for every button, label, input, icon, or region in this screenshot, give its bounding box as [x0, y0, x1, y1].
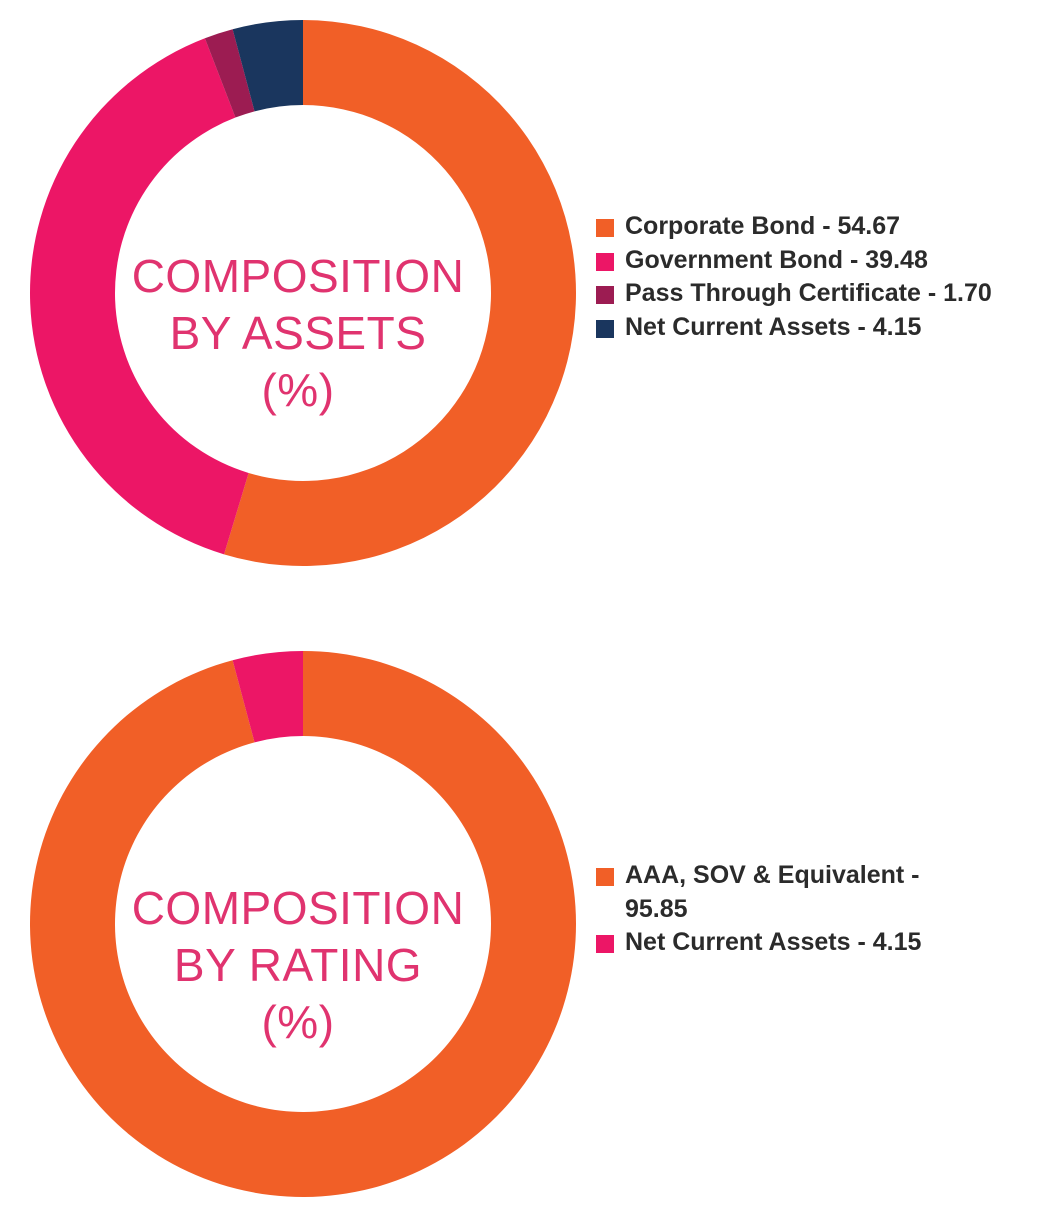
composition-by-assets-chart: COMPOSITION BY ASSETS (%) Corporate Bond… — [0, 0, 1042, 600]
composition-by-rating-chart: COMPOSITION BY RATING (%) AAA, SOV & Equ… — [0, 630, 1042, 1218]
legend-item-aaa-sov-equivalent: AAA, SOV & Equivalent - 95.85 — [596, 859, 955, 926]
legend-swatch — [596, 935, 614, 953]
assets-title-line-3: (%) — [261, 364, 335, 416]
rating-title-line-3: (%) — [261, 996, 335, 1048]
rating-chart-title: COMPOSITION BY RATING (%) — [98, 880, 498, 1051]
rating-title-line-2: BY RATING — [173, 939, 423, 991]
donut-slice-2 — [204, 29, 255, 118]
legend-label: Net Current Assets - 4.15 — [625, 928, 922, 956]
legend-item-government-bond: Government Bond - 39.48 — [596, 244, 1035, 278]
donut-slice-1 — [30, 38, 249, 555]
legend-item-net-current-assets: Net Current Assets - 4.15 — [596, 926, 1035, 960]
donut-slice-3 — [232, 20, 303, 112]
assets-donut — [30, 20, 576, 566]
legend-swatch — [596, 219, 614, 237]
legend-label: Corporate Bond - 54.67 — [625, 212, 901, 240]
legend-swatch — [596, 286, 614, 304]
legend-label: AAA, SOV & Equivalent - 95.85 — [625, 861, 920, 923]
legend-label: Pass Through Certificate - 1.70 — [625, 279, 992, 307]
donut-slice-0 — [29, 651, 576, 1197]
rating-legend: AAA, SOV & Equivalent - 95.85 Net Curren… — [596, 859, 1035, 960]
legend-item-corporate-bond: Corporate Bond - 54.67 — [596, 210, 1035, 244]
assets-title-line-2: BY ASSETS — [169, 307, 427, 359]
legend-item-net-current-assets: Net Current Assets - 4.15 — [596, 311, 1035, 345]
donut-slice-0 — [224, 20, 576, 566]
rating-donut — [29, 651, 576, 1197]
legend-swatch — [596, 868, 614, 886]
legend-label: Government Bond - 39.48 — [625, 245, 928, 274]
rating-title-line-1: COMPOSITION — [131, 882, 465, 934]
legend-swatch — [596, 319, 614, 338]
legend-item-pass-through-certificate: Pass Through Certificate - 1.70 — [596, 277, 1035, 311]
assets-chart-title: COMPOSITION BY ASSETS (%) — [98, 248, 498, 419]
assets-title-line-1: COMPOSITION — [131, 250, 465, 302]
legend-label: Net Current Assets - 4.15 — [625, 312, 922, 341]
legend-swatch — [596, 252, 614, 271]
donut-slice-1 — [232, 651, 303, 743]
assets-legend: Corporate Bond - 54.67 Government Bond -… — [596, 210, 1035, 344]
